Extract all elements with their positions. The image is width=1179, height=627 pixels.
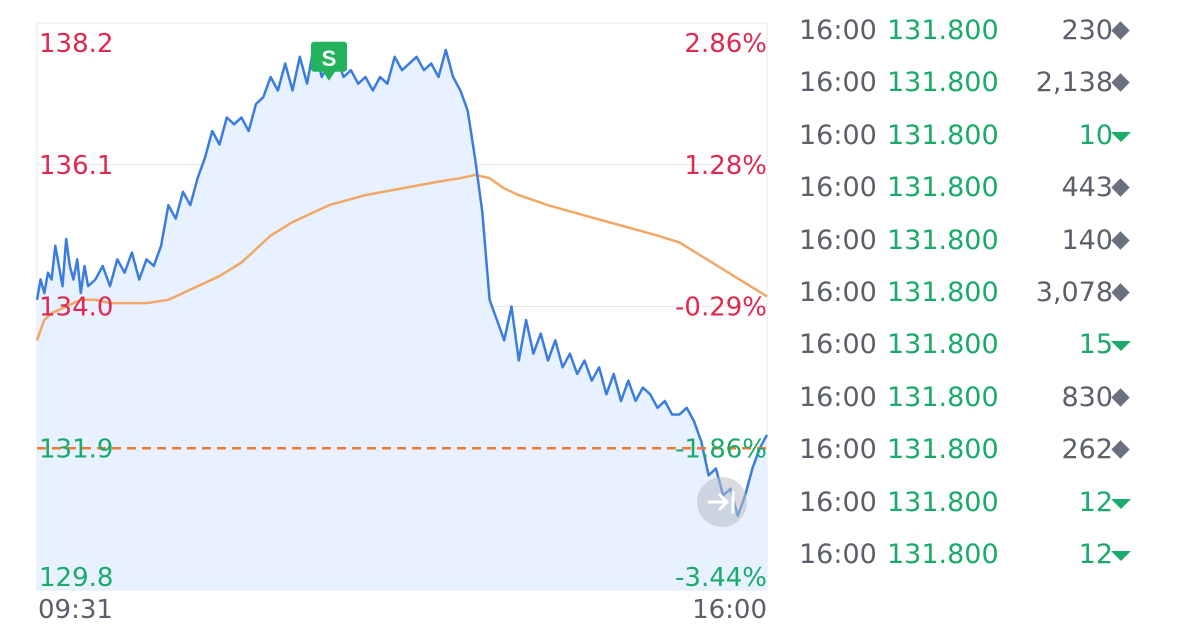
percent-tick-label: -3.44%	[675, 563, 767, 593]
trade-volume: 262	[1061, 434, 1113, 466]
triangle-down-icon	[1110, 110, 1132, 162]
trade-time: 16:00	[799, 329, 877, 361]
trade-volume: 140	[1061, 224, 1113, 256]
trade-price: 131.800	[887, 381, 999, 413]
diamond-icon	[1110, 267, 1132, 319]
trade-time: 16:00	[799, 381, 877, 413]
x-axis-labels: 09:31 16:00	[38, 595, 767, 625]
x-tick-label: 16:00	[692, 595, 767, 625]
diamond-icon	[1110, 424, 1132, 476]
trade-time: 16:00	[799, 119, 877, 151]
trade-price: 131.800	[887, 119, 999, 151]
trade-price: 131.800	[887, 15, 999, 46]
trade-price: 131.800	[887, 0, 999, 5]
trade-list[interactable]: 16:00 131.800 2,280 16:00 131.800 230 16:00 131…	[780, 0, 1179, 627]
trade-volume: 443	[1061, 172, 1113, 204]
diamond-icon	[1110, 372, 1132, 424]
y-tick-label: 129.8	[39, 563, 113, 593]
triangle-down-icon	[1110, 529, 1132, 581]
trade-volume: 830	[1061, 381, 1113, 413]
trade-volume: 12	[1078, 486, 1113, 518]
trade-time: 16:00	[799, 0, 877, 5]
jump-to-end-icon	[707, 490, 735, 514]
trade-row: 16:00 131.800 2,280	[780, 0, 1179, 5]
trade-price: 131.800	[887, 67, 999, 99]
trade-price: 131.800	[887, 224, 999, 256]
trade-price: 131.800	[887, 172, 999, 204]
trade-price: 131.800	[887, 539, 999, 570]
trade-volume: 10	[1078, 119, 1113, 151]
y-tick-label: 134.0	[39, 293, 113, 323]
trade-row: 16:00 131.800 230	[780, 5, 1179, 57]
trade-time: 16:00	[799, 486, 877, 518]
trade-row: 16:00 131.800 262	[780, 424, 1179, 476]
trade-row: 16:00 131.800 10	[780, 110, 1179, 162]
percent-axis-labels: 2.86% 1.28% -0.29% -1.86% -3.44%	[675, 29, 767, 593]
trade-row: 16:00 131.800 443	[780, 162, 1179, 214]
triangle-down-icon	[1110, 477, 1132, 529]
percent-tick-label: -0.29%	[675, 293, 767, 323]
trade-time: 16:00	[799, 434, 877, 466]
y-tick-label: 131.9	[39, 434, 113, 464]
price-area-fill	[37, 43, 767, 590]
trade-row: 16:00 131.800 830	[780, 372, 1179, 424]
diamond-icon	[1110, 0, 1132, 5]
trade-time: 16:00	[799, 277, 877, 308]
trade-price: 131.800	[887, 486, 999, 518]
trade-price: 131.800	[887, 277, 999, 308]
trade-time: 16:00	[799, 67, 877, 99]
trade-volume: 3,078	[1035, 277, 1113, 308]
trade-volume: 15	[1078, 329, 1113, 361]
percent-tick-label: -1.86%	[675, 434, 767, 464]
trade-row: 16:00 131.800 12	[780, 477, 1179, 529]
trade-price: 131.800	[887, 434, 999, 466]
trade-row: 16:00 131.800 2,138	[780, 57, 1179, 109]
trade-row: 16:00 131.800 3,078	[780, 267, 1179, 319]
signal-marker-badge	[311, 41, 347, 81]
trade-time: 16:00	[799, 224, 877, 256]
signal-marker[interactable]: S	[311, 41, 347, 81]
trade-volume: 2,280	[1036, 0, 1113, 5]
trade-row: 16:00 131.800 140	[780, 215, 1179, 267]
percent-tick-label: 1.28%	[684, 151, 767, 181]
diamond-icon	[1110, 5, 1132, 57]
trade-time: 16:00	[799, 539, 877, 570]
y-tick-label: 138.2	[39, 29, 113, 59]
jump-to-end-button[interactable]	[697, 477, 747, 527]
y-tick-label: 136.1	[39, 151, 113, 181]
diamond-icon	[1110, 215, 1132, 267]
x-tick-label: 09:31	[38, 595, 113, 625]
trade-price: 131.800	[887, 329, 999, 361]
price-line	[35, 41, 769, 518]
intraday-chart[interactable]: 138.2 136.1 134.0 131.9 129.8 2.86% 1.28% -0.2…	[0, 0, 780, 627]
trade-row: 16:00 131.800 12	[780, 529, 1179, 581]
average-price-line	[35, 173, 768, 341]
triangle-down-icon	[1110, 319, 1132, 371]
trade-volume: 12	[1078, 539, 1113, 570]
signal-marker-label: S	[322, 46, 337, 71]
trade-time: 16:00	[799, 15, 877, 46]
trade-row: 16:00 131.800 15	[780, 319, 1179, 371]
y-axis-labels: 138.2 136.1 134.0 131.9 129.8	[39, 29, 113, 593]
trade-time: 16:00	[799, 172, 877, 204]
percent-tick-label: 2.86%	[684, 29, 767, 59]
trade-volume: 230	[1061, 15, 1113, 46]
trade-volume: 2,138	[1035, 67, 1113, 99]
diamond-icon	[1110, 162, 1132, 214]
diamond-icon	[1110, 57, 1132, 109]
